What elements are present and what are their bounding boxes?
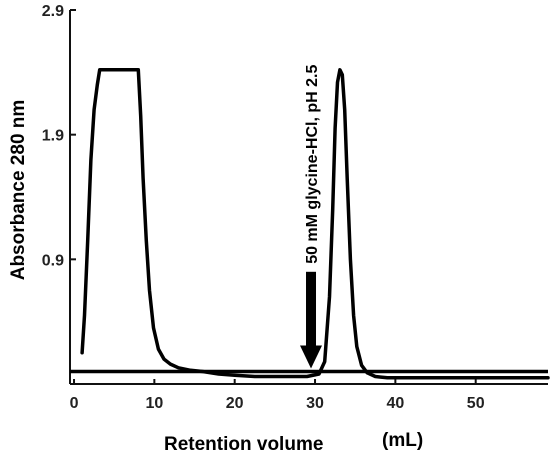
x-tick-label: 10	[145, 395, 163, 412]
elution-arrow-shaft	[306, 271, 317, 346]
absorbance-trace	[80, 68, 550, 380]
annotation-group: 50 mM glycine-HCl, pH 2.5	[300, 65, 323, 369]
ticks-group: 0.9 1.9 2.9 0 10 20 30 40 50	[42, 3, 485, 412]
x-tick-label: 50	[467, 395, 485, 412]
x-tick-label: 30	[306, 395, 324, 412]
x-axis-title: Retention volume	[164, 434, 323, 455]
x-tick-label: 20	[226, 395, 244, 412]
y-tick-label: 2.9	[42, 3, 64, 20]
series-group	[80, 68, 550, 380]
x-tick-label: 40	[386, 395, 404, 412]
y-tick-label: 0.9	[42, 252, 64, 269]
y-axis-title: Absorbance 280 nm	[8, 100, 29, 281]
y-tick-label: 1.9	[42, 128, 64, 145]
axes-group	[69, 10, 548, 385]
x-tick-label: 0	[70, 395, 79, 412]
elution-arrow-head	[300, 345, 323, 369]
x-axis-unit: (mL)	[382, 430, 423, 451]
elution-annotation: 50 mM glycine-HCl, pH 2.5	[304, 65, 321, 264]
